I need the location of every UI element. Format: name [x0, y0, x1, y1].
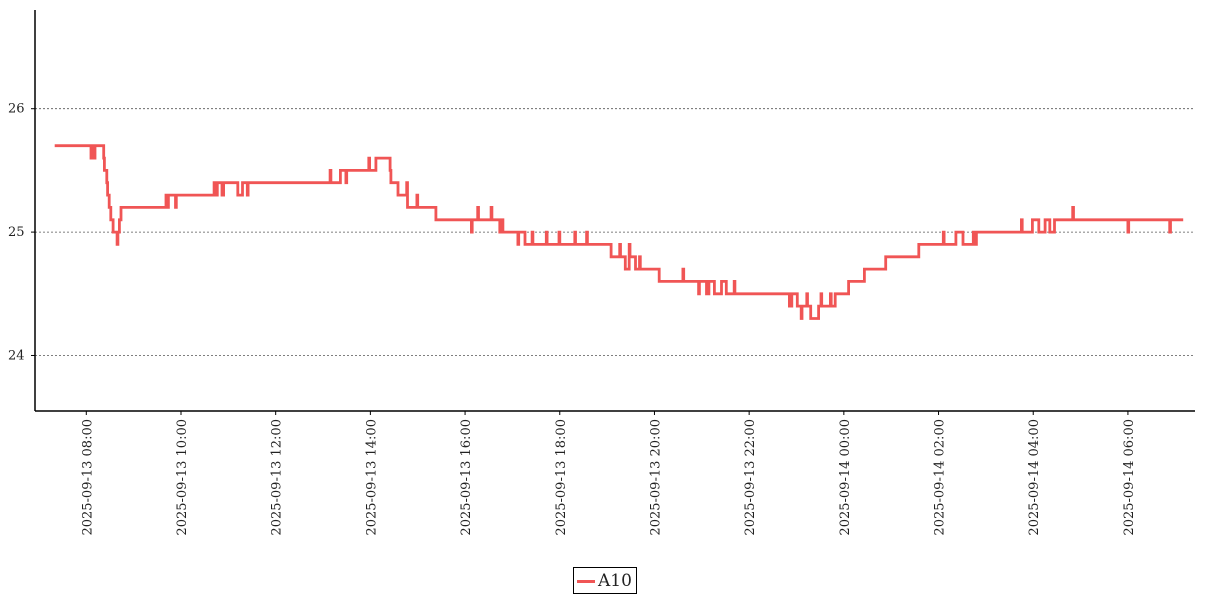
x-ticks: 2025-09-13 08:00 2025-09-13 10:00 2025-09-… — [80, 411, 1137, 536]
x-tick-label: 2025-09-13 12:00 — [270, 419, 285, 536]
x-tick-label: 2025-09-13 16:00 — [459, 419, 474, 536]
axes — [34, 10, 1195, 412]
x-tick-label: 2025-09-14 04:00 — [1027, 419, 1042, 536]
y-tick-label: 26 — [8, 102, 25, 117]
legend: A10 — [573, 567, 637, 594]
x-tick-label: 2025-09-14 02:00 — [933, 419, 948, 536]
series-line-a10 — [54, 144, 1184, 320]
y-tick-label: 24 — [8, 348, 25, 363]
x-tick-label: 2025-09-13 10:00 — [175, 419, 190, 536]
x-tick-label: 2025-09-13 18:00 — [554, 419, 569, 536]
y-ticks: 24 25 26 — [8, 102, 35, 363]
legend-label-a10: A10 — [598, 571, 632, 591]
x-tick-label: 2025-09-13 08:00 — [80, 419, 95, 536]
x-tick-label: 2025-09-13 20:00 — [648, 419, 663, 536]
y-tick-label: 25 — [8, 225, 25, 240]
legend-swatch-a10 — [577, 579, 595, 583]
x-tick-label: 2025-09-14 00:00 — [838, 419, 853, 536]
x-tick-label: 2025-09-13 14:00 — [364, 419, 379, 536]
series-layer — [54, 144, 1184, 320]
x-tick-label: 2025-09-14 06:00 — [1122, 419, 1137, 536]
grid-lines — [35, 108, 1195, 356]
x-tick-label: 2025-09-13 22:00 — [743, 419, 758, 536]
